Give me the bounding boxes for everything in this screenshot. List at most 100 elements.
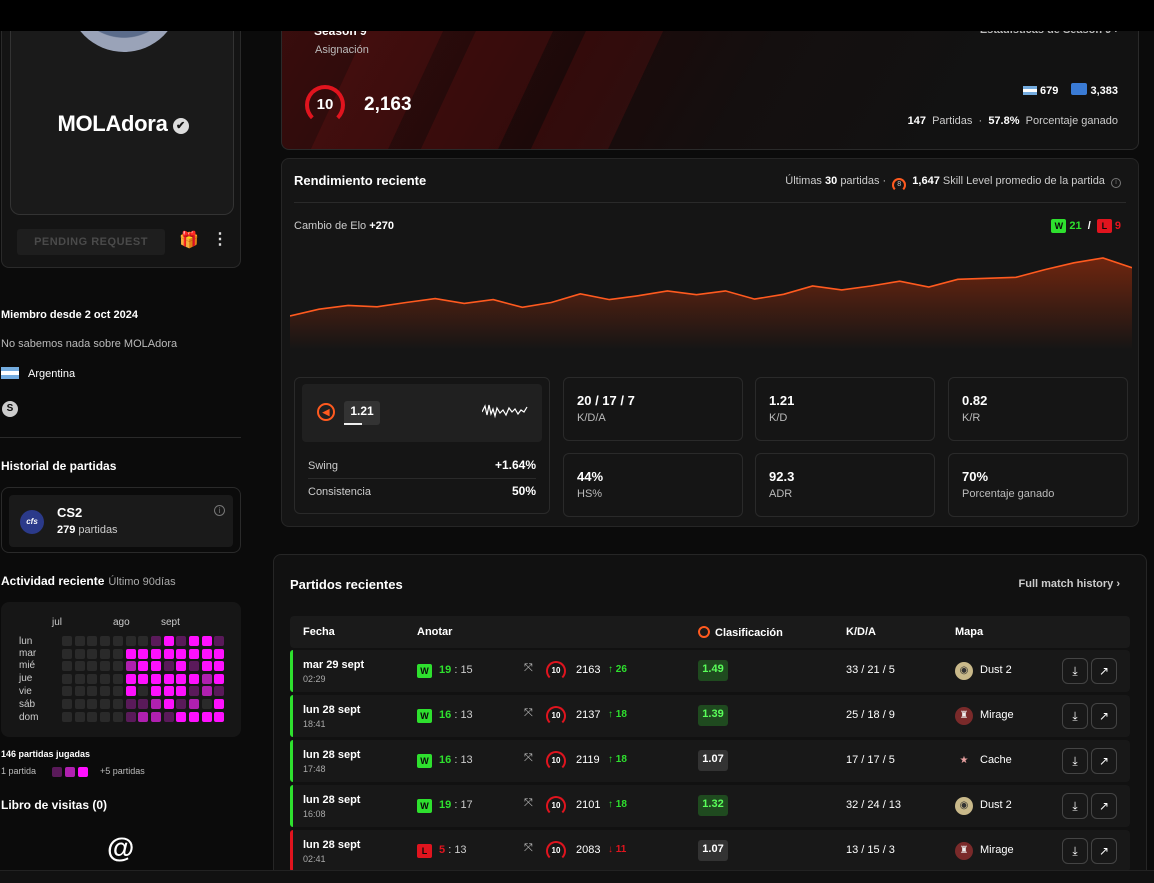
map-name: Mirage — [980, 844, 1014, 856]
external-link-icon[interactable]: ↗ — [1091, 793, 1117, 819]
heatmap-cell — [176, 711, 187, 722]
match-kda: 32 / 24 / 13 — [846, 799, 902, 811]
heatmap-cell — [62, 648, 72, 659]
swords-icon: ⤧ — [524, 842, 533, 854]
heatmap-cell — [176, 648, 187, 659]
matches-value: 147 — [907, 115, 926, 127]
country: Argentina — [1, 367, 75, 380]
swing-label: Swing — [308, 460, 338, 472]
download-icon[interactable]: ⤓ — [1062, 658, 1088, 684]
match-rating: 1.49 — [698, 660, 728, 681]
download-icon[interactable]: ⤓ — [1062, 703, 1088, 729]
map-icon: ♜ — [955, 842, 973, 860]
elo-chart — [290, 257, 1132, 350]
heatmap-cell — [87, 686, 98, 697]
month-label: jul — [52, 617, 63, 628]
skill-label: Skill Level promedio de la partida — [942, 175, 1105, 187]
map-icon: ◉ — [955, 797, 973, 815]
match-time: 02:29 — [303, 674, 326, 684]
external-link-icon[interactable]: ↗ — [1091, 748, 1117, 774]
heatmap-cell — [138, 686, 149, 697]
gift-icon[interactable]: 🎁 — [179, 232, 199, 249]
more-options-icon[interactable]: ⋮ — [212, 231, 228, 248]
country-name: Argentina — [28, 368, 76, 380]
match-rating: 1.32 — [698, 795, 728, 816]
heatmap-cell — [100, 711, 111, 722]
table-row[interactable]: lun 28 sept 18:41 W 16 : 13 ⤧ 10 2137 ↑ 18 1.39 2… — [290, 695, 1130, 737]
elo-value: 2,163 — [364, 94, 412, 115]
download-icon[interactable]: ⤓ — [1062, 838, 1088, 864]
region-rank-icon — [1071, 83, 1088, 95]
heatmap-cell — [163, 686, 174, 697]
score-opp: 13 — [460, 754, 473, 766]
heatmap-cell — [201, 673, 212, 684]
heatmap-cell — [100, 636, 111, 646]
match-score: 16 : 13 — [439, 709, 473, 721]
heatmap-cell — [125, 699, 136, 709]
heatmap-cell — [150, 673, 161, 684]
heatmap-cell — [189, 699, 199, 709]
full-history-link[interactable]: Full match history › — [1018, 578, 1120, 590]
steam-icon[interactable]: S — [2, 401, 18, 417]
heatmap-cell — [125, 686, 136, 697]
cs2-inner: cfs CS2 279 partidas i — [9, 495, 233, 547]
heatmap-cell — [163, 673, 174, 684]
score-own: 5 — [439, 844, 446, 856]
table-row[interactable]: lun 28 sept 16:08 W 19 : 17 ⤧ 10 2101 ↑ 18 1.32 3… — [290, 785, 1130, 827]
external-link-icon[interactable]: ↗ — [1091, 703, 1117, 729]
heatmap-cell — [87, 648, 98, 659]
heatmap-cell — [150, 636, 161, 646]
profile-card: MOLAdora ✔ PENDING REQUEST 🎁 ⋮ — [1, 0, 241, 268]
last-unit: partidas — [840, 175, 880, 187]
heatmap-cell — [201, 636, 212, 646]
match-elo: 2137 — [576, 709, 601, 721]
heatmap-cell — [112, 711, 123, 722]
match-date: lun 28 sept — [303, 749, 361, 761]
table-row[interactable]: mar 29 sept 02:29 W 19 : 15 ⤧ 10 2163 ↑ 26 1.49 3… — [290, 650, 1130, 692]
full-history-text: Full match history — [1018, 578, 1114, 590]
match-rating: 1.07 — [698, 840, 728, 861]
heatmap-cell — [87, 711, 98, 722]
match-time: 18:41 — [303, 719, 326, 729]
table-row[interactable]: lun 28 sept 02:41 L 5 : 13 ⤧ 10 2083 ↓ 11 1.07 13… — [290, 830, 1130, 872]
stat-label: HS% — [577, 488, 603, 500]
wins: 21 — [1069, 220, 1082, 232]
pending-request-button[interactable]: PENDING REQUEST — [17, 229, 165, 255]
heatmap-cell — [214, 711, 225, 722]
heatmap-cell — [138, 661, 149, 672]
elo-line — [290, 257, 1132, 317]
info-icon[interactable]: i — [214, 505, 225, 516]
result-bar — [290, 785, 293, 827]
result-bar — [290, 650, 293, 692]
table-row[interactable]: lun 28 sept 17:48 W 16 : 13 ⤧ 10 2119 ↑ 18 1.07 1… — [290, 740, 1130, 782]
legend-min: 1 partida — [1, 766, 37, 776]
external-link-icon[interactable]: ↗ — [1091, 838, 1117, 864]
external-link-icon[interactable]: ↗ — [1091, 658, 1117, 684]
result-badge: L — [417, 844, 432, 858]
heatmap-cell — [214, 699, 225, 709]
game-count-label: partidas — [78, 524, 118, 536]
day-label: mar — [19, 648, 37, 659]
cs2-game-card[interactable]: cfs CS2 279 partidas i — [1, 487, 241, 553]
country-rank: 679 — [1040, 85, 1059, 97]
match-rating: 1.07 — [698, 750, 728, 771]
result-badge: W — [417, 799, 432, 813]
download-icon[interactable]: ⤓ — [1062, 793, 1088, 819]
top-bar — [0, 0, 1154, 31]
swords-icon: ⤧ — [524, 707, 533, 719]
download-icon[interactable]: ⤓ — [1062, 748, 1088, 774]
info-icon[interactable]: i — [1111, 178, 1121, 188]
day-label: lun — [19, 636, 33, 647]
bottom-bar — [0, 870, 1154, 883]
col-map: Mapa — [955, 626, 984, 638]
heatmap-cell — [112, 686, 123, 697]
stat-winrate: 70% Porcentaje ganado — [948, 453, 1128, 517]
stat-kr: 0.82 K/R — [948, 377, 1128, 441]
heatmap-cell — [201, 661, 212, 672]
score-opp: 17 — [460, 799, 473, 811]
month-label: sept — [161, 617, 180, 628]
swing-row: Swing +1.64% — [308, 458, 536, 472]
heatmap-cell — [74, 686, 85, 697]
stat-kda: 20 / 17 / 7 K/D/A — [563, 377, 743, 441]
